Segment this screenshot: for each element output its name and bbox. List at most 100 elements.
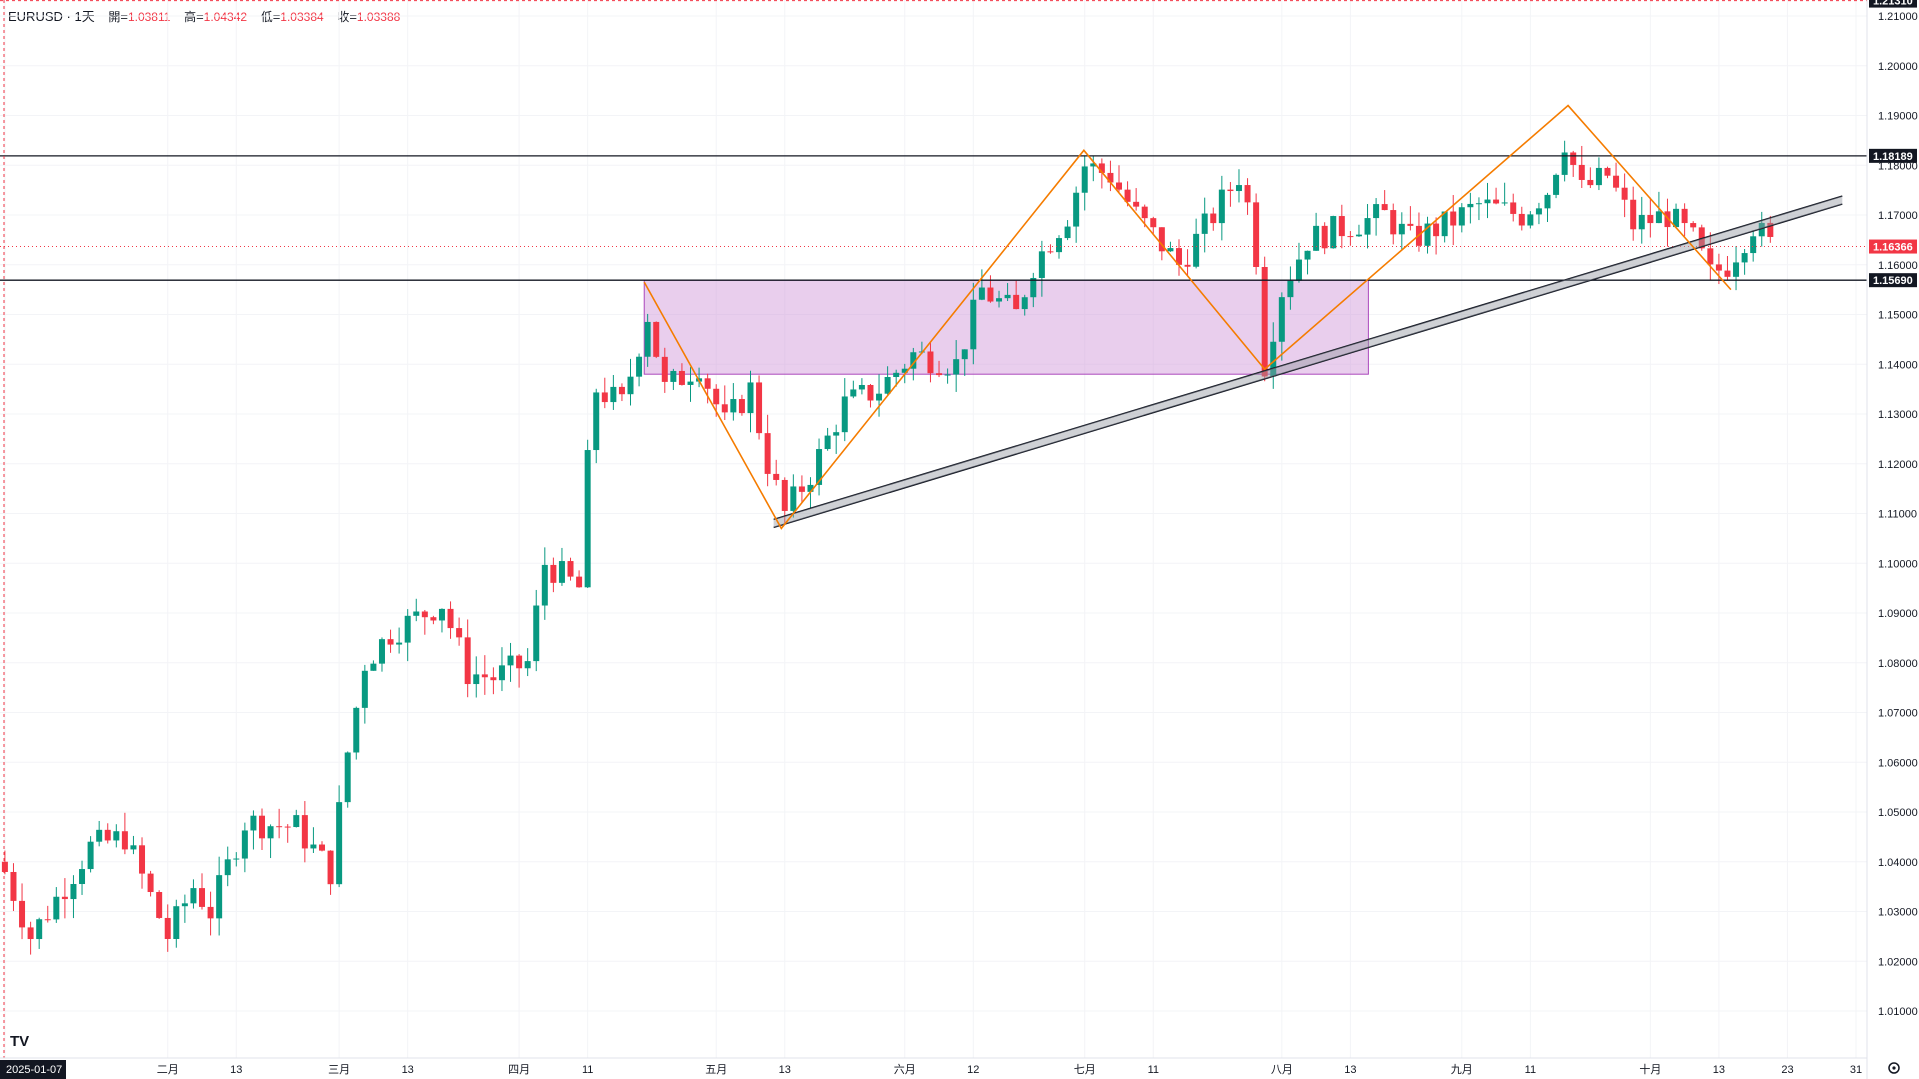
top-marker-label: 1.21310 bbox=[1873, 0, 1913, 8]
tradingview-logo[interactable]: TV bbox=[10, 1033, 29, 1050]
candle-body bbox=[1150, 218, 1157, 228]
candle bbox=[841, 378, 848, 442]
candle bbox=[310, 827, 317, 854]
candle-body bbox=[1193, 233, 1200, 267]
candle-body bbox=[250, 815, 257, 831]
candle-body bbox=[241, 830, 248, 859]
candle bbox=[953, 340, 960, 392]
candle-body bbox=[1433, 223, 1440, 237]
candle bbox=[1604, 166, 1611, 179]
candle bbox=[541, 547, 548, 620]
candle bbox=[678, 363, 685, 386]
candle-body bbox=[713, 388, 720, 405]
rectangle-zone bbox=[643, 279, 1369, 375]
candle-body bbox=[1210, 213, 1217, 224]
candle-body bbox=[181, 903, 188, 907]
candle bbox=[79, 860, 86, 895]
price-tick-label: 1.01000 bbox=[1878, 1006, 1918, 1018]
candle-body bbox=[987, 287, 994, 302]
candle-body bbox=[1647, 214, 1654, 224]
candle-body bbox=[1304, 250, 1311, 260]
candle-body bbox=[61, 896, 68, 900]
candle-body bbox=[1321, 225, 1328, 249]
candle bbox=[473, 656, 480, 698]
candle-body bbox=[1381, 204, 1388, 211]
candle-body bbox=[464, 637, 471, 685]
candle bbox=[404, 609, 411, 662]
candle bbox=[1595, 157, 1602, 191]
candle-body bbox=[618, 386, 625, 395]
candle-body bbox=[833, 432, 840, 436]
candle bbox=[456, 617, 463, 646]
price-zone[interactable] bbox=[643, 279, 1369, 375]
candle bbox=[1450, 195, 1457, 246]
price-tick-label: 1.15000 bbox=[1878, 310, 1918, 322]
time-tick-label: 六月 bbox=[894, 1063, 916, 1076]
candle-body bbox=[1673, 208, 1680, 228]
candle-body bbox=[207, 906, 214, 919]
candle-body bbox=[738, 399, 745, 414]
time-axis[interactable]: 2025-01-07 二月 13 三月 13 四月 11 五月 13 六月 12 七月 11 八月 13 九月… bbox=[0, 1057, 1867, 1079]
candle bbox=[36, 917, 43, 949]
candle bbox=[1056, 235, 1063, 259]
price-tick-label: 1.17000 bbox=[1878, 210, 1918, 222]
candle bbox=[876, 374, 883, 417]
candle bbox=[1467, 192, 1474, 224]
candle bbox=[1681, 203, 1688, 237]
candle-body bbox=[1458, 207, 1465, 226]
candle-body bbox=[1758, 222, 1765, 237]
candle-body bbox=[687, 381, 694, 385]
candle-body bbox=[1278, 297, 1285, 342]
candle bbox=[430, 615, 437, 625]
price-axis[interactable]: 1.01000 1.02000 1.03000 1.04000 1.05000 1.060… bbox=[1866, 0, 1919, 1079]
candle bbox=[970, 282, 977, 365]
candle-body bbox=[1056, 238, 1063, 253]
candle bbox=[1501, 182, 1508, 206]
candle bbox=[1561, 140, 1568, 182]
price-axis-bg bbox=[1867, 0, 1919, 1079]
candle bbox=[241, 822, 248, 873]
candle-body bbox=[1287, 280, 1294, 298]
candle-body bbox=[1235, 185, 1242, 192]
candle bbox=[396, 627, 403, 654]
candle bbox=[996, 290, 1003, 308]
candle-body bbox=[430, 617, 437, 621]
candle bbox=[747, 370, 754, 433]
candle-body bbox=[1038, 251, 1045, 278]
candle-body bbox=[1244, 185, 1251, 203]
candle bbox=[1493, 187, 1500, 205]
candle bbox=[1535, 202, 1542, 225]
candle-body bbox=[53, 896, 60, 920]
candle-body bbox=[704, 378, 711, 389]
top-marker-bg bbox=[1869, 0, 1917, 8]
candle-body bbox=[1604, 167, 1611, 176]
price-tick-label: 1.12000 bbox=[1878, 459, 1918, 471]
candle-body bbox=[490, 677, 497, 681]
candle bbox=[550, 557, 557, 593]
candle bbox=[1518, 206, 1525, 231]
candle bbox=[1167, 241, 1174, 252]
candle-body bbox=[610, 386, 617, 403]
candle-body bbox=[164, 917, 171, 939]
price-tick-label: 1.20000 bbox=[1878, 61, 1918, 73]
candle-body bbox=[1373, 204, 1380, 219]
drawings[interactable] bbox=[0, 0, 1867, 1058]
candle-body bbox=[558, 561, 565, 583]
candle-body bbox=[1141, 206, 1148, 219]
candle bbox=[1407, 206, 1414, 231]
candle-body bbox=[216, 875, 223, 919]
settings-gear-icon[interactable] bbox=[1888, 1062, 1900, 1074]
candle bbox=[507, 642, 514, 682]
candle-body bbox=[147, 873, 154, 893]
candle-body bbox=[293, 815, 300, 828]
candle bbox=[1347, 231, 1354, 246]
candle bbox=[1021, 294, 1028, 316]
candle-body bbox=[87, 841, 94, 870]
candle bbox=[1184, 249, 1191, 276]
candle bbox=[524, 648, 531, 677]
candle bbox=[1201, 197, 1208, 253]
candle-body bbox=[139, 845, 146, 874]
candle-body bbox=[1090, 163, 1097, 167]
candle-body bbox=[1158, 227, 1165, 252]
